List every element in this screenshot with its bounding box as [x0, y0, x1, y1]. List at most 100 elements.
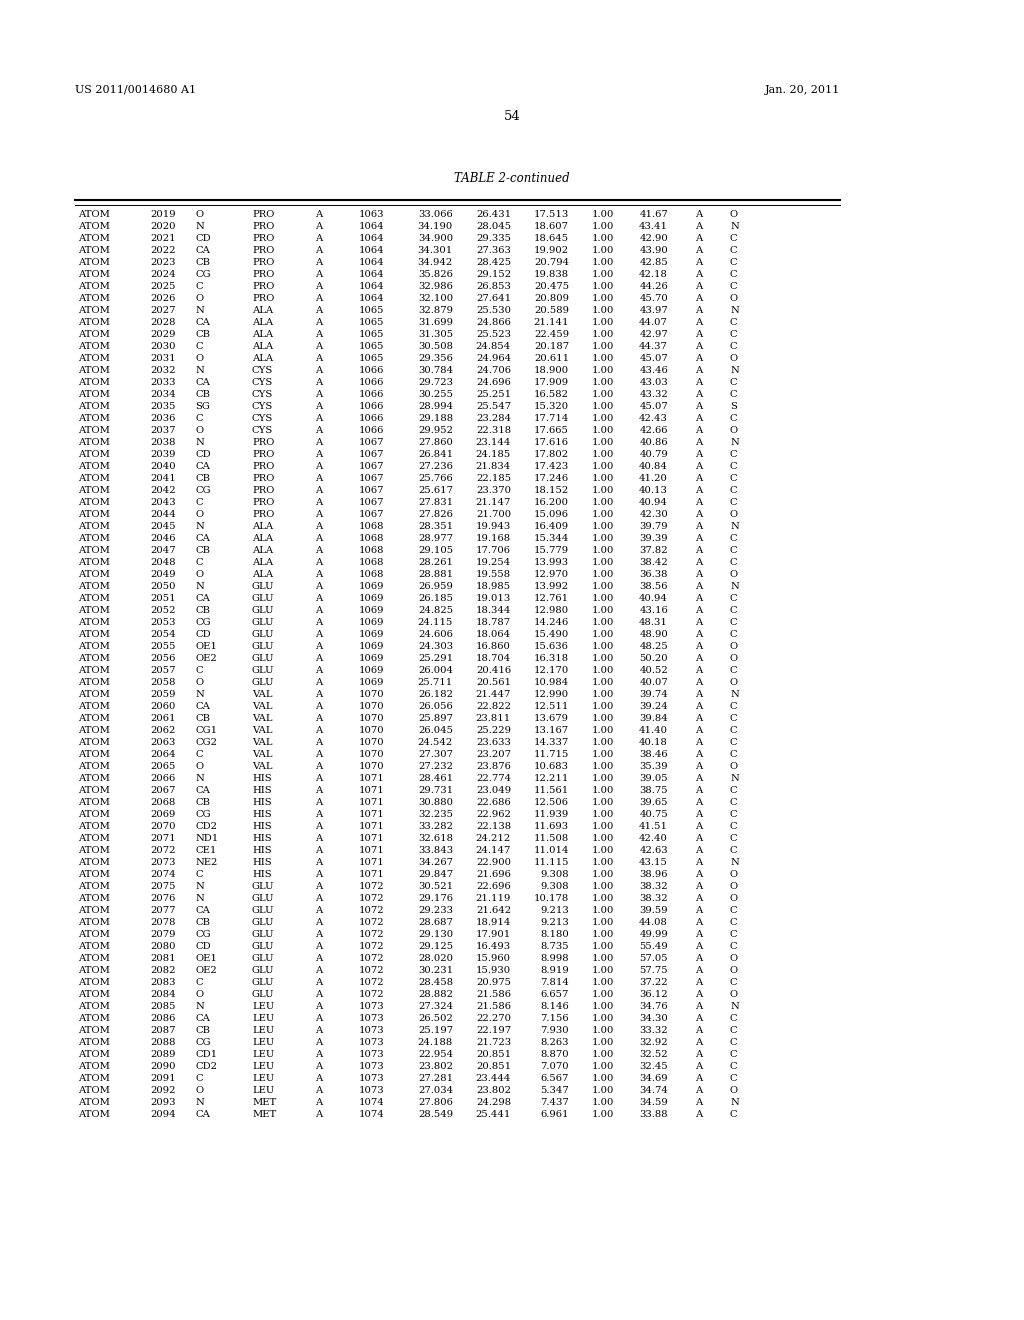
Text: CB: CB — [195, 474, 210, 483]
Text: 19.558: 19.558 — [476, 570, 511, 579]
Text: 2056: 2056 — [151, 653, 176, 663]
Text: PRO: PRO — [252, 294, 274, 304]
Text: 40.84: 40.84 — [639, 462, 668, 471]
Text: 8.180: 8.180 — [541, 931, 569, 939]
Text: A: A — [695, 642, 702, 651]
Text: 30.255: 30.255 — [418, 389, 453, 399]
Text: ATOM: ATOM — [78, 1038, 110, 1047]
Text: 2034: 2034 — [151, 389, 176, 399]
Text: ND1: ND1 — [195, 834, 218, 843]
Text: 2094: 2094 — [151, 1110, 176, 1119]
Text: O: O — [730, 870, 738, 879]
Text: 1071: 1071 — [358, 810, 384, 818]
Text: A: A — [315, 582, 323, 591]
Text: CD1: CD1 — [195, 1049, 217, 1059]
Text: ATOM: ATOM — [78, 535, 110, 543]
Text: 2061: 2061 — [151, 714, 176, 723]
Text: 1069: 1069 — [358, 667, 384, 675]
Text: A: A — [695, 474, 702, 483]
Text: 1.00: 1.00 — [592, 810, 614, 818]
Text: 32.52: 32.52 — [639, 1049, 668, 1059]
Text: 24.825: 24.825 — [418, 606, 453, 615]
Text: C: C — [195, 498, 203, 507]
Text: 1.00: 1.00 — [592, 366, 614, 375]
Text: ATOM: ATOM — [78, 271, 110, 279]
Text: 9.308: 9.308 — [541, 882, 569, 891]
Text: 17.909: 17.909 — [534, 378, 569, 387]
Text: ATOM: ATOM — [78, 282, 110, 290]
Text: NE2: NE2 — [195, 858, 217, 867]
Text: 38.56: 38.56 — [640, 582, 668, 591]
Text: ALA: ALA — [252, 306, 273, 315]
Text: A: A — [695, 366, 702, 375]
Text: 1073: 1073 — [358, 1074, 384, 1082]
Text: 2044: 2044 — [151, 510, 176, 519]
Text: 21.700: 21.700 — [476, 510, 511, 519]
Text: N: N — [195, 894, 204, 903]
Text: 40.79: 40.79 — [639, 450, 668, 459]
Text: 39.24: 39.24 — [639, 702, 668, 711]
Text: GLU: GLU — [252, 606, 274, 615]
Text: ALA: ALA — [252, 535, 273, 543]
Text: 1070: 1070 — [358, 702, 384, 711]
Text: 23.370: 23.370 — [476, 486, 511, 495]
Text: ATOM: ATOM — [78, 1014, 110, 1023]
Text: 2087: 2087 — [151, 1026, 176, 1035]
Text: 41.40: 41.40 — [639, 726, 668, 735]
Text: N: N — [730, 582, 738, 591]
Text: PRO: PRO — [252, 450, 274, 459]
Text: A: A — [315, 1014, 323, 1023]
Text: 19.013: 19.013 — [476, 594, 511, 603]
Text: 2073: 2073 — [151, 858, 176, 867]
Text: A: A — [315, 438, 323, 447]
Text: 2067: 2067 — [151, 785, 176, 795]
Text: A: A — [695, 1049, 702, 1059]
Text: A: A — [695, 834, 702, 843]
Text: A: A — [315, 954, 323, 964]
Text: 11.115: 11.115 — [534, 858, 569, 867]
Text: CYS: CYS — [252, 426, 273, 436]
Text: PRO: PRO — [252, 210, 274, 219]
Text: A: A — [695, 931, 702, 939]
Text: O: O — [730, 354, 738, 363]
Text: 24.303: 24.303 — [418, 642, 453, 651]
Text: 29.723: 29.723 — [418, 378, 453, 387]
Text: 1.00: 1.00 — [592, 774, 614, 783]
Text: A: A — [315, 606, 323, 615]
Text: 2088: 2088 — [151, 1038, 176, 1047]
Text: A: A — [695, 954, 702, 964]
Text: 28.977: 28.977 — [418, 535, 453, 543]
Text: 1.00: 1.00 — [592, 882, 614, 891]
Text: C: C — [730, 414, 737, 422]
Text: A: A — [695, 630, 702, 639]
Text: A: A — [315, 306, 323, 315]
Text: 22.962: 22.962 — [476, 810, 511, 818]
Text: 25.530: 25.530 — [476, 306, 511, 315]
Text: ALA: ALA — [252, 342, 273, 351]
Text: N: N — [730, 438, 738, 447]
Text: ATOM: ATOM — [78, 894, 110, 903]
Text: A: A — [315, 738, 323, 747]
Text: 43.90: 43.90 — [639, 246, 668, 255]
Text: 29.952: 29.952 — [418, 426, 453, 436]
Text: 8.998: 8.998 — [541, 954, 569, 964]
Text: 17.423: 17.423 — [534, 462, 569, 471]
Text: 1.00: 1.00 — [592, 354, 614, 363]
Text: CE1: CE1 — [195, 846, 216, 855]
Text: 44.37: 44.37 — [639, 342, 668, 351]
Text: 20.809: 20.809 — [534, 294, 569, 304]
Text: CD: CD — [195, 630, 211, 639]
Text: N: N — [730, 774, 738, 783]
Text: 1067: 1067 — [358, 462, 384, 471]
Text: 2025: 2025 — [151, 282, 176, 290]
Text: 1067: 1067 — [358, 450, 384, 459]
Text: A: A — [695, 330, 702, 339]
Text: O: O — [730, 653, 738, 663]
Text: ATOM: ATOM — [78, 799, 110, 807]
Text: 1.00: 1.00 — [592, 234, 614, 243]
Text: 1.00: 1.00 — [592, 870, 614, 879]
Text: N: N — [730, 306, 738, 315]
Text: 21.147: 21.147 — [475, 498, 511, 507]
Text: 7.156: 7.156 — [541, 1014, 569, 1023]
Text: 1072: 1072 — [358, 906, 384, 915]
